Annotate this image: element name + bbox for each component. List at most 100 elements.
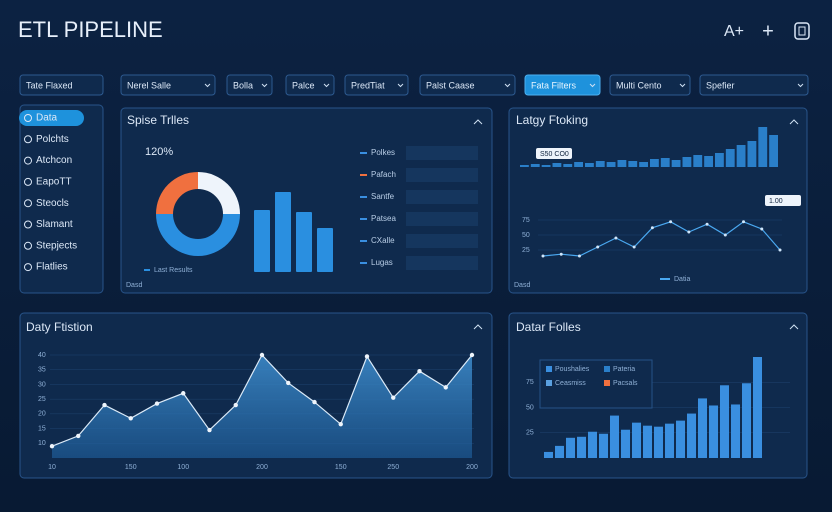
- x-tick-label: 200: [256, 464, 268, 471]
- y-tick-label: 75: [526, 379, 534, 386]
- bar: [585, 163, 594, 167]
- bar: [671, 160, 681, 167]
- list-bar: [406, 168, 478, 182]
- point: [338, 421, 343, 427]
- chevron: [204, 83, 211, 88]
- badge-label: 1.00: [769, 198, 783, 205]
- copy-icon: [794, 22, 810, 40]
- nav-item[interactable]: Data: [36, 113, 58, 124]
- filter-select[interactable]: [120, 74, 216, 96]
- filter-label: Palce: [292, 80, 315, 90]
- panel-title: Datar Folles: [516, 320, 581, 334]
- nav-icon: [24, 114, 32, 122]
- point: [364, 354, 370, 359]
- filter-label: PredTiat: [351, 80, 385, 90]
- point: [778, 248, 782, 252]
- legend-box: [539, 359, 653, 409]
- filter-label: Fata Filters: [531, 80, 577, 90]
- x-tick-label: 100: [177, 464, 189, 471]
- bar: [753, 357, 762, 458]
- nav-icon: [24, 177, 32, 186]
- x-tick-label: 10: [48, 464, 56, 471]
- bar: [742, 383, 751, 458]
- nav-item[interactable]: Steocls: [36, 198, 69, 209]
- bar: [606, 162, 616, 167]
- bar: [566, 437, 575, 458]
- filter-select[interactable]: [524, 74, 601, 96]
- list-bar: [406, 146, 478, 160]
- filter-select[interactable]: [285, 74, 335, 96]
- list-item: CXalle: [371, 236, 395, 245]
- nav-item[interactable]: Atchcon: [36, 155, 72, 166]
- legend-swatch: [144, 269, 150, 271]
- chevron: [323, 83, 330, 88]
- nav-item[interactable]: Polchts: [36, 134, 69, 145]
- bar: [660, 158, 670, 167]
- y-tick-label: 30: [38, 381, 46, 388]
- badge-label: S50 CO0: [540, 151, 569, 158]
- point: [443, 385, 448, 390]
- font-size-button[interactable]: A+: [724, 23, 744, 40]
- legend-label: Last Results: [154, 267, 193, 274]
- list-item: Santfe: [371, 192, 395, 201]
- chevron: [397, 83, 404, 88]
- bar: [628, 161, 638, 167]
- filter-select[interactable]: [19, 74, 104, 96]
- filter-label: Bolla: [233, 80, 253, 90]
- page-title: ETL PIPELINE: [18, 17, 163, 42]
- donut-slice: [156, 214, 240, 256]
- point: [632, 245, 636, 249]
- bar: [704, 156, 713, 167]
- filter-select[interactable]: [609, 74, 691, 96]
- bar: [687, 413, 696, 458]
- bar: [650, 159, 659, 167]
- filter-select[interactable]: [699, 74, 809, 96]
- point: [614, 236, 618, 240]
- bar: [588, 431, 597, 458]
- bar: [530, 164, 540, 167]
- bar: [682, 157, 692, 167]
- chevron[interactable]: [473, 324, 483, 330]
- list-bullet: [360, 152, 367, 154]
- x-tick-label: 250: [387, 464, 399, 471]
- chevron[interactable]: [473, 119, 483, 125]
- add-button[interactable]: +: [762, 20, 774, 42]
- filter-select[interactable]: [419, 74, 516, 96]
- chevron[interactable]: [789, 324, 799, 330]
- bar: [665, 423, 674, 458]
- legend-label: Datia: [674, 276, 690, 283]
- kpi: 120%: [145, 146, 173, 158]
- point: [259, 352, 265, 358]
- bar: [643, 425, 652, 458]
- filter-label: Multi Cento: [616, 80, 662, 90]
- bar: [610, 415, 619, 458]
- nav-icon: [24, 263, 32, 272]
- point: [742, 220, 746, 224]
- point: [577, 254, 581, 258]
- nav-item[interactable]: Stepjects: [36, 240, 77, 251]
- bar: [709, 405, 718, 458]
- y-tick-label: 10: [38, 440, 46, 447]
- x-tick-label: 200: [466, 464, 478, 471]
- filter-select[interactable]: [226, 74, 273, 96]
- nav-item[interactable]: Slamant: [36, 219, 73, 230]
- donut-slice: [198, 172, 240, 214]
- bar: [599, 433, 608, 458]
- point: [233, 402, 238, 408]
- sidebar-panel: [19, 104, 104, 294]
- y-tick-label: 75: [522, 217, 530, 224]
- legend-swatch: [546, 366, 552, 372]
- nav-item[interactable]: Flatlies: [36, 262, 68, 273]
- bar: [747, 141, 757, 167]
- bar: [720, 385, 729, 458]
- point: [469, 352, 475, 358]
- copy-button[interactable]: [794, 22, 810, 40]
- nav-item[interactable]: EapoTT: [36, 177, 72, 188]
- chevron[interactable]: [789, 119, 799, 125]
- point: [705, 222, 709, 226]
- filter-select[interactable]: [344, 74, 409, 96]
- y-tick-label: 35: [38, 367, 46, 374]
- list-bullet: [360, 174, 367, 176]
- line: [542, 221, 781, 257]
